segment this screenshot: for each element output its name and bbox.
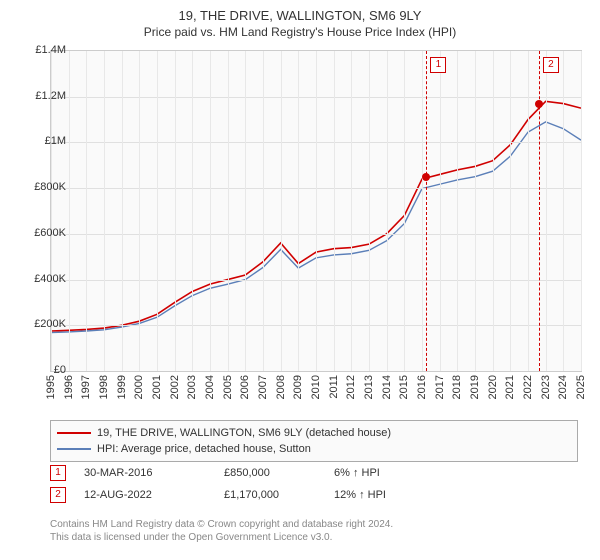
plot-area: 12 — [50, 50, 582, 372]
chart-container: 19, THE DRIVE, WALLINGTON, SM6 9LY Price… — [0, 0, 600, 560]
sale-point — [422, 173, 430, 181]
gridline-vertical — [104, 51, 105, 371]
x-axis-label: 2024 — [557, 375, 569, 399]
gridline-vertical — [581, 51, 582, 371]
sale-marker-line — [426, 51, 427, 371]
x-axis-label: 2018 — [451, 375, 463, 399]
x-axis-label: 2019 — [469, 375, 481, 399]
x-axis-label: 2000 — [133, 375, 145, 399]
gridline-vertical — [175, 51, 176, 371]
gridline-vertical — [263, 51, 264, 371]
legend-row: HPI: Average price, detached house, Sutt… — [57, 441, 571, 457]
gridline-vertical — [228, 51, 229, 371]
chart-subtitle: Price paid vs. HM Land Registry's House … — [0, 23, 600, 39]
sale-price: £850,000 — [224, 467, 334, 479]
footer-line2: This data is licensed under the Open Gov… — [50, 531, 393, 544]
x-axis-label: 2006 — [239, 375, 251, 399]
gridline-vertical — [192, 51, 193, 371]
gridline-vertical — [422, 51, 423, 371]
gridline-vertical — [457, 51, 458, 371]
sale-badge: 2 — [50, 487, 66, 503]
legend-swatch — [57, 448, 91, 450]
gridline-vertical — [369, 51, 370, 371]
gridline-vertical — [404, 51, 405, 371]
sale-date: 30-MAR-2016 — [84, 467, 224, 479]
sale-marker-badge: 2 — [543, 57, 559, 73]
gridline-vertical — [546, 51, 547, 371]
x-axis-label: 2023 — [540, 375, 552, 399]
chart-title: 19, THE DRIVE, WALLINGTON, SM6 9LY — [0, 0, 600, 23]
y-axis-label: £1.4M — [35, 44, 66, 56]
y-axis-label: £400K — [34, 273, 66, 285]
x-axis-label: 2010 — [310, 375, 322, 399]
gridline-vertical — [563, 51, 564, 371]
x-axis-label: 2017 — [434, 375, 446, 399]
gridline-vertical — [210, 51, 211, 371]
x-axis-label: 2003 — [186, 375, 198, 399]
x-axis-label: 2016 — [416, 375, 428, 399]
sale-delta: 12% ↑ HPI — [334, 489, 444, 501]
x-axis-label: 2022 — [522, 375, 534, 399]
legend-swatch — [57, 432, 91, 434]
sale-marker-badge: 1 — [430, 57, 446, 73]
gridline-vertical — [334, 51, 335, 371]
x-axis-label: 2025 — [575, 375, 587, 399]
sales-table: 1 30-MAR-2016£850,0006% ↑ HPI 2 12-AUG-2022… — [50, 462, 444, 506]
gridline-vertical — [351, 51, 352, 371]
x-axis-label: 1996 — [63, 375, 75, 399]
x-axis-label: 2021 — [504, 375, 516, 399]
y-axis-label: £200K — [34, 318, 66, 330]
x-axis-label: 2005 — [222, 375, 234, 399]
gridline-vertical — [316, 51, 317, 371]
sale-date: 12-AUG-2022 — [84, 489, 224, 501]
gridline-vertical — [440, 51, 441, 371]
gridline-vertical — [139, 51, 140, 371]
gridline-vertical — [493, 51, 494, 371]
y-axis-label: £800K — [34, 181, 66, 193]
x-axis-label: 2009 — [292, 375, 304, 399]
gridline-vertical — [86, 51, 87, 371]
y-axis-label: £600K — [34, 227, 66, 239]
sale-row: 2 12-AUG-2022£1,170,00012% ↑ HPI — [50, 484, 444, 506]
legend-label: 19, THE DRIVE, WALLINGTON, SM6 9LY (deta… — [97, 427, 391, 439]
footer-line1: Contains HM Land Registry data © Crown c… — [50, 518, 393, 531]
sale-row: 1 30-MAR-2016£850,0006% ↑ HPI — [50, 462, 444, 484]
gridline-vertical — [157, 51, 158, 371]
x-axis-label: 2001 — [151, 375, 163, 399]
x-axis-label: 2008 — [275, 375, 287, 399]
legend-label: HPI: Average price, detached house, Sutt… — [97, 443, 311, 455]
x-axis-label: 1999 — [116, 375, 128, 399]
x-axis-label: 2014 — [381, 375, 393, 399]
sale-delta: 6% ↑ HPI — [334, 467, 444, 479]
x-axis-label: 1998 — [98, 375, 110, 399]
sale-badge: 1 — [50, 465, 66, 481]
x-axis-label: 2011 — [328, 375, 340, 399]
y-axis-label: £1.2M — [35, 90, 66, 102]
x-axis-label: 2015 — [398, 375, 410, 399]
y-axis-label: £1M — [45, 135, 66, 147]
x-axis-label: 1995 — [45, 375, 57, 399]
x-axis-label: 2020 — [487, 375, 499, 399]
gridline-vertical — [281, 51, 282, 371]
sale-price: £1,170,000 — [224, 489, 334, 501]
gridline-vertical — [69, 51, 70, 371]
x-axis-label: 2004 — [204, 375, 216, 399]
footer-attribution: Contains HM Land Registry data © Crown c… — [50, 518, 393, 544]
sale-point — [535, 100, 543, 108]
gridline-vertical — [122, 51, 123, 371]
x-axis-label: 2007 — [257, 375, 269, 399]
x-axis-label: 2002 — [169, 375, 181, 399]
gridline-vertical — [510, 51, 511, 371]
gridline-vertical — [475, 51, 476, 371]
gridline-vertical — [528, 51, 529, 371]
x-axis-label: 2012 — [345, 375, 357, 399]
gridline-vertical — [387, 51, 388, 371]
gridline-vertical — [298, 51, 299, 371]
gridline-vertical — [245, 51, 246, 371]
legend: 19, THE DRIVE, WALLINGTON, SM6 9LY (deta… — [50, 420, 578, 462]
legend-row: 19, THE DRIVE, WALLINGTON, SM6 9LY (deta… — [57, 425, 571, 441]
x-axis-label: 2013 — [363, 375, 375, 399]
x-axis-label: 1997 — [80, 375, 92, 399]
